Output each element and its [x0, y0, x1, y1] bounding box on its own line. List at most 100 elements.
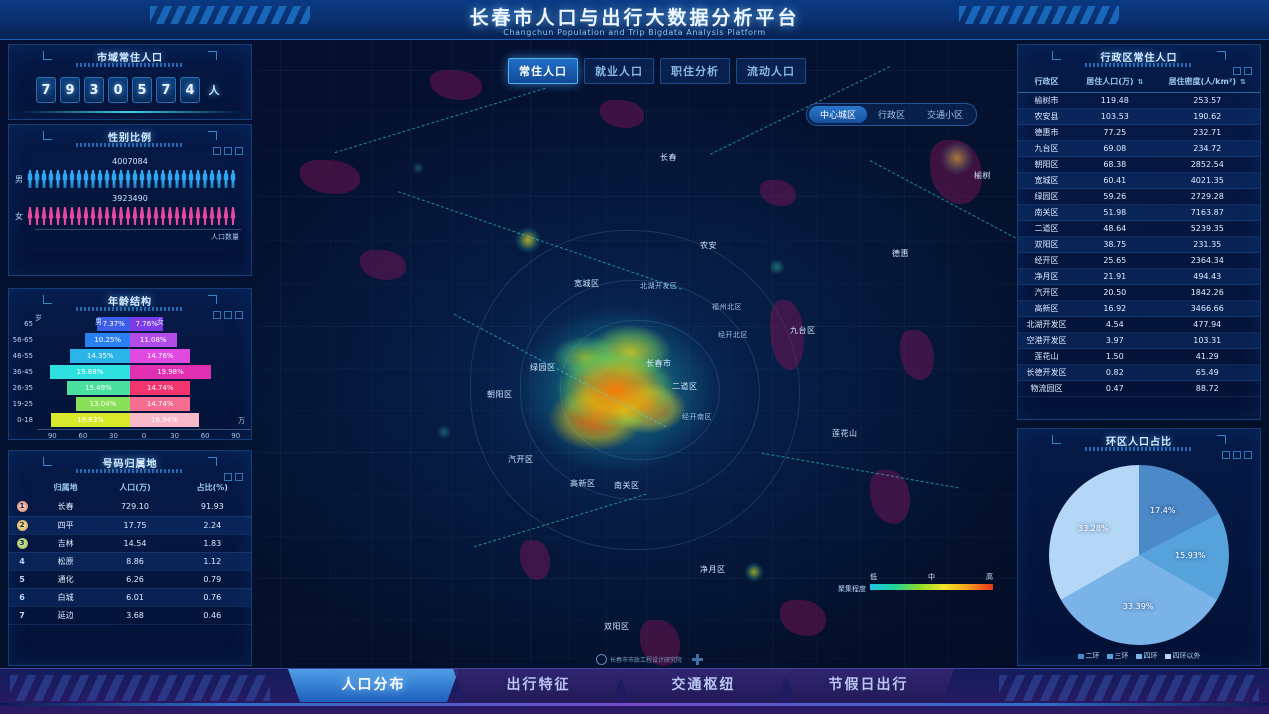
table-row[interactable]: 汽开区 20.50 1842.26	[1018, 285, 1260, 301]
age-male-bar[interactable]: 14.35%	[70, 349, 130, 363]
table-row[interactable]: 榆树市 119.48 253.57	[1018, 93, 1260, 109]
population-tab-职住分析[interactable]: 职住分析	[660, 58, 730, 84]
district-population-table[interactable]: 行政区 居住人口(万) ⇅ 居住密度(人/km²) ⇅ 榆树市 119.48 253.57 农安…	[1018, 71, 1260, 397]
age-male-bar[interactable]: 19.88%	[50, 365, 130, 379]
panel-header: 年龄结构	[9, 289, 251, 319]
table-row[interactable]: 2 四平 17.75 2.24	[9, 516, 251, 534]
age-female-bar[interactable]: 14.74%	[130, 381, 191, 395]
age-male-bar[interactable]: 13.04%	[76, 397, 130, 411]
map-scope-switch[interactable]: 中心城区 行政区 交通小区	[806, 103, 978, 126]
age-female-bar[interactable]: 14.74%	[130, 397, 191, 411]
sort-icon[interactable]: ⇅	[1240, 78, 1246, 86]
chart-tools[interactable]	[1222, 451, 1252, 459]
bottom-nav-人口分布[interactable]: 人口分布	[288, 669, 459, 702]
population-tab-就业人口[interactable]: 就业人口	[584, 58, 654, 84]
table-row[interactable]: 7 延边 3.68 0.46	[9, 606, 251, 624]
age-male-bar[interactable]: 7.37%	[97, 317, 130, 331]
table-row[interactable]: 北湖开发区 4.54 477.94	[1018, 317, 1260, 333]
age-axis-tick: 30	[170, 432, 180, 440]
download-chart-icon[interactable]	[1244, 451, 1252, 459]
column-header[interactable]: 行政区	[1034, 77, 1059, 86]
table-row[interactable]: 空港开发区 3.97 103.31	[1018, 332, 1260, 349]
column-header[interactable]: 居住密度(人/km²) ⇅	[1168, 77, 1246, 86]
column-header[interactable]: 人口(万)	[119, 483, 151, 492]
bottom-nav-出行特征[interactable]: 出行特征	[453, 669, 624, 702]
table-row[interactable]: 4 松原 8.86 1.12	[9, 552, 251, 570]
population-tab-流动人口[interactable]: 流动人口	[736, 58, 806, 84]
age-male-bar[interactable]: 15.49%	[66, 381, 130, 395]
age-male-bar[interactable]: 10.25%	[85, 333, 130, 347]
table-row[interactable]: 宽城区 60.41 4021.35	[1018, 172, 1260, 189]
table-row[interactable]: 经开区 25.65 2364.34	[1018, 253, 1260, 269]
chart-tools[interactable]	[224, 473, 243, 481]
table-toggle-icon[interactable]	[224, 473, 232, 481]
resident-density-value: 2364.34	[1190, 256, 1224, 265]
download-chart-icon[interactable]	[1244, 67, 1252, 75]
chart-tools[interactable]	[213, 311, 243, 319]
age-female-bar[interactable]: 7.76%	[130, 317, 164, 331]
table-toggle-icon[interactable]	[1233, 67, 1241, 75]
age-female-bar[interactable]: 11.08%	[130, 333, 177, 347]
ring-share-pie-chart[interactable]: 17.4% 15.93% 33.39% 33.28%	[1049, 465, 1229, 645]
table-row[interactable]: 3 吉林 14.54 1.83	[9, 534, 251, 552]
phone-origin-table[interactable]: 归属地 人口(万) 占比(%) 1 长春 729.10 91.93 2 四平 17.75 2.24 3…	[9, 477, 251, 625]
map-scope-行政区[interactable]: 行政区	[878, 111, 906, 121]
download-chart-icon[interactable]	[235, 473, 243, 481]
table-row[interactable]: 净月区 21.91 494.43	[1018, 268, 1260, 285]
bar-chart-toggle-icon[interactable]	[213, 147, 221, 155]
age-female-bar[interactable]: 19.98%	[130, 365, 211, 379]
pie-legend-item-三环[interactable]: 三环	[1106, 651, 1129, 661]
table-row[interactable]: 绿园区 59.26 2729.28	[1018, 189, 1260, 205]
pie-chart-toggle-icon[interactable]	[1222, 451, 1230, 459]
female-person-icon	[153, 207, 159, 225]
map-scope-交通小区[interactable]: 交通小区	[927, 111, 964, 121]
download-chart-icon[interactable]	[235, 147, 243, 155]
pie-legend[interactable]: 二环 三环 四环 四环以外	[1018, 651, 1260, 661]
age-male-bar[interactable]: 19.63%	[50, 413, 130, 427]
table-row[interactable]: 6 白城 6.01 0.76	[9, 588, 251, 606]
population-tab-常住人口[interactable]: 常住人口	[508, 58, 578, 84]
panel-gender-ratio: 性别比例 4007084 男 3923490 女 人口数量	[8, 124, 252, 276]
table-row[interactable]: 1 长春 729.10 91.93	[9, 498, 251, 516]
table-row[interactable]: 长德开发区 0.82 65.49	[1018, 364, 1260, 381]
population-tab-bar[interactable]: 常住人口 就业人口 职住分析 流动人口	[508, 58, 806, 84]
table-row[interactable]: 农安县 103.53 190.62	[1018, 108, 1260, 125]
table-row[interactable]: 5 通化 6.26 0.79	[9, 570, 251, 588]
pie-legend-item-四环以外[interactable]: 四环以外	[1164, 651, 1201, 661]
column-header[interactable]: 归属地	[53, 483, 78, 492]
female-person-icon	[34, 207, 40, 225]
age-female-bar[interactable]: 14.76%	[130, 349, 191, 363]
line-chart-toggle-icon[interactable]	[224, 147, 232, 155]
age-female-bar[interactable]: 16.94%	[130, 413, 199, 427]
bar-chart-toggle-icon[interactable]	[213, 311, 221, 319]
table-row[interactable]: 南关区 51.98 7163.87	[1018, 204, 1260, 221]
table-row[interactable]: 德惠市 77.25 232.71	[1018, 125, 1260, 141]
map-label: 二道区	[672, 382, 698, 391]
column-header[interactable]: 居住人口(万) ⇅	[1086, 77, 1144, 86]
bottom-nav-交通枢纽[interactable]: 交通枢纽	[618, 669, 789, 702]
female-person-icon	[90, 207, 96, 225]
table-row[interactable]: 二道区 48.64 5239.35	[1018, 221, 1260, 237]
table-row[interactable]: 九台区 69.08 234.72	[1018, 140, 1260, 157]
line-chart-toggle-icon[interactable]	[224, 311, 232, 319]
bottom-nav-items[interactable]: 人口分布 出行特征 交通枢纽 节假日出行	[288, 669, 954, 702]
table-row[interactable]: 物流园区 0.47 88.72	[1018, 381, 1260, 397]
pie-legend-item-二环[interactable]: 二环	[1077, 651, 1100, 661]
table-row[interactable]: 高新区 16.92 3466.66	[1018, 300, 1260, 317]
bottom-nav-节假日出行[interactable]: 节假日出行	[783, 669, 954, 702]
panel-title: 环区人口占比	[1106, 437, 1172, 448]
download-chart-icon[interactable]	[235, 311, 243, 319]
bar-chart-toggle-icon[interactable]	[1233, 451, 1241, 459]
table-row[interactable]: 莲花山 1.50 41.29	[1018, 349, 1260, 365]
chart-tools[interactable]	[1233, 67, 1252, 75]
chart-tools[interactable]	[213, 147, 243, 155]
heatmap-legend-marks: 低 中 高	[870, 572, 993, 582]
map-road	[280, 40, 281, 670]
map-label: 双阳区	[604, 622, 630, 631]
table-row[interactable]: 朝阳区 68.38 2852.54	[1018, 157, 1260, 173]
map-scope-中心城区[interactable]: 中心城区	[809, 106, 868, 123]
column-header[interactable]: 占比(%)	[196, 483, 228, 492]
pie-legend-item-四环[interactable]: 四环	[1135, 651, 1158, 661]
sort-icon[interactable]: ⇅	[1137, 78, 1144, 86]
table-row[interactable]: 双阳区 38.75 231.35	[1018, 236, 1260, 253]
